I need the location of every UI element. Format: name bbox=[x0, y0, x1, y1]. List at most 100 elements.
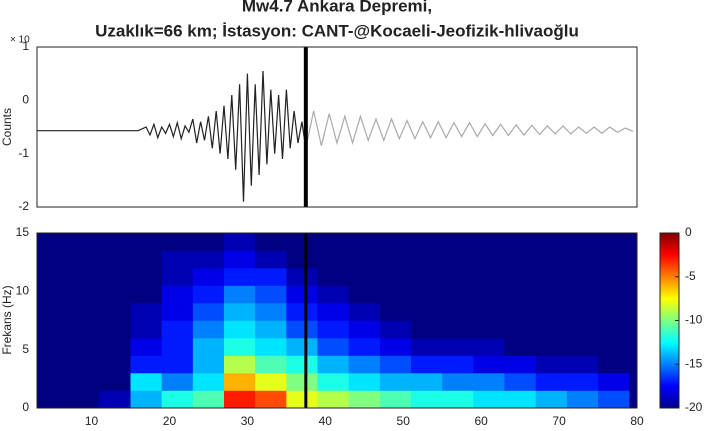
heat-cell bbox=[411, 268, 443, 286]
heat-cell bbox=[348, 320, 381, 339]
heat-cell bbox=[130, 233, 162, 251]
heat-cell bbox=[598, 233, 630, 251]
heat-cell bbox=[68, 390, 100, 409]
colorbar-tick-label: -5 bbox=[685, 269, 696, 283]
heat-cell bbox=[37, 355, 69, 374]
heat-cell bbox=[192, 233, 225, 251]
heat-cell bbox=[224, 285, 256, 304]
heat-cell bbox=[473, 373, 505, 391]
heat-cell bbox=[37, 268, 69, 286]
heat-cell bbox=[192, 250, 225, 269]
heat-cell bbox=[255, 233, 287, 251]
heat-cell bbox=[535, 390, 568, 409]
heat-cell bbox=[255, 373, 287, 391]
heat-cell bbox=[317, 303, 349, 321]
heat-cell bbox=[317, 285, 349, 304]
heat-cell bbox=[566, 233, 599, 251]
heat-cell bbox=[566, 338, 599, 356]
heat-cell bbox=[504, 268, 537, 286]
y-tick-label: 5 bbox=[22, 342, 29, 356]
heat-cell bbox=[566, 355, 599, 374]
heat-cell bbox=[442, 233, 474, 251]
heat-cell bbox=[130, 320, 162, 339]
heat-cell bbox=[192, 320, 225, 339]
heat-cell bbox=[68, 338, 100, 356]
heat-cell bbox=[255, 285, 287, 304]
heat-cell bbox=[130, 355, 162, 374]
heat-cell bbox=[442, 303, 474, 321]
heat-cell bbox=[99, 285, 131, 304]
heat-cell bbox=[566, 268, 599, 286]
heat-cell bbox=[255, 268, 287, 286]
y-offset-label: × 10 bbox=[10, 35, 30, 46]
colorbar-tick-label: -10 bbox=[685, 313, 703, 327]
plot-area bbox=[37, 47, 637, 207]
x-tick-label: 70 bbox=[552, 414, 566, 428]
heat-cell bbox=[535, 338, 568, 356]
heat-cell bbox=[161, 320, 194, 339]
heat-cell bbox=[504, 390, 537, 409]
heat-cell bbox=[442, 390, 474, 409]
heat-cell bbox=[37, 233, 69, 251]
heat-cell bbox=[317, 320, 349, 339]
heat-cell bbox=[161, 390, 194, 409]
heat-cell bbox=[473, 338, 505, 356]
heat-cell bbox=[192, 390, 225, 409]
heat-cell bbox=[411, 338, 443, 356]
heat-cell bbox=[566, 320, 599, 339]
heat-cell bbox=[379, 373, 412, 391]
heat-cell bbox=[286, 390, 318, 409]
y-tick-label: -2 bbox=[18, 199, 29, 213]
heat-cell bbox=[224, 320, 256, 339]
y-tick-label: 0 bbox=[22, 93, 29, 107]
heat-cell bbox=[348, 250, 381, 269]
heat-cell bbox=[286, 320, 318, 339]
heat-cell bbox=[224, 373, 256, 391]
heat-cell bbox=[161, 285, 194, 304]
heat-cell bbox=[598, 268, 630, 286]
heat-cell bbox=[99, 373, 131, 391]
chart-title: Mw4.7 Ankara Depremi, bbox=[242, 0, 432, 15]
heat-cell bbox=[411, 233, 443, 251]
heat-cell bbox=[130, 373, 162, 391]
heat-cell bbox=[286, 233, 318, 251]
heat-cell bbox=[442, 250, 474, 269]
heat-cell bbox=[130, 268, 162, 286]
heat-cell bbox=[535, 373, 568, 391]
heat-cell bbox=[224, 390, 256, 409]
heat-cell bbox=[566, 285, 599, 304]
heat-cell bbox=[598, 390, 630, 409]
chart-subtitle: Uzaklık=66 km; İstasyon: CANT-@Kocaeli-J… bbox=[95, 21, 579, 40]
heat-cell bbox=[192, 303, 225, 321]
heat-cell bbox=[130, 390, 162, 409]
heat-cell bbox=[130, 285, 162, 304]
heat-cell bbox=[224, 233, 256, 251]
waveform bbox=[37, 70, 307, 202]
heat-cell bbox=[68, 250, 100, 269]
heat-cell bbox=[504, 355, 537, 374]
heat-cell bbox=[598, 373, 630, 391]
plot-frame bbox=[36, 232, 638, 409]
heat-cell bbox=[99, 250, 131, 269]
y-tick-label: 10 bbox=[16, 284, 30, 298]
heat-cell bbox=[379, 390, 412, 409]
heat-cell bbox=[68, 285, 100, 304]
heat-cell bbox=[99, 303, 131, 321]
heat-cell bbox=[598, 355, 630, 374]
heat-cell bbox=[535, 285, 568, 304]
heat-cell bbox=[255, 250, 287, 269]
heat-cell bbox=[68, 303, 100, 321]
heat-cell bbox=[411, 355, 443, 374]
heat-cell bbox=[192, 268, 225, 286]
heat-cell bbox=[473, 233, 505, 251]
heat-cell bbox=[192, 285, 225, 304]
heat-cell bbox=[411, 303, 443, 321]
heat-cell bbox=[442, 268, 474, 286]
heat-cell bbox=[598, 250, 630, 269]
waveform bbox=[305, 110, 634, 149]
heat-cell bbox=[442, 355, 474, 374]
heat-cell bbox=[535, 320, 568, 339]
heat-cell bbox=[286, 355, 318, 374]
heat-cell bbox=[286, 285, 318, 304]
